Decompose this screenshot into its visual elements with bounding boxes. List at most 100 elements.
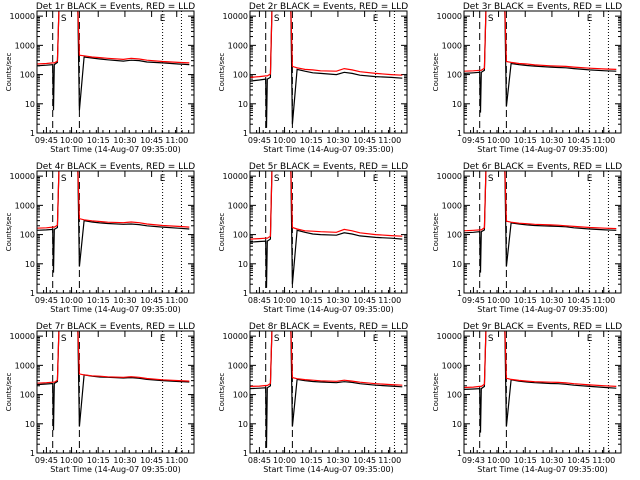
series-line-lld xyxy=(464,331,617,389)
y-axis-label: Counts/sec xyxy=(5,373,13,412)
y-tick-label: 1000 xyxy=(228,361,248,370)
series-group xyxy=(37,171,190,273)
x-tick-label: 10:30 xyxy=(540,296,563,305)
series-line-events xyxy=(250,11,403,128)
series-line-lld xyxy=(37,11,190,65)
y-tick-label: 10000 xyxy=(223,332,248,341)
x-tick-label: 10:00 xyxy=(487,296,510,305)
y-tick-label: 10 xyxy=(238,420,248,429)
panel-det-3: Det 3r BLACK = Events, RED = LLD 1 10 100 10… xyxy=(432,2,622,154)
series-line-events xyxy=(37,331,190,431)
y-axis-label: Counts/sec xyxy=(5,53,13,92)
y-axis-label: Counts/sec xyxy=(218,53,226,92)
x-tick-label: 10:00 xyxy=(273,456,296,465)
y-axis-label: Counts/sec xyxy=(432,213,440,252)
series-line-events xyxy=(464,171,617,273)
x-tick-label: 11:00 xyxy=(592,136,615,145)
y-axis-label: Counts/sec xyxy=(432,373,440,412)
series-line-lld xyxy=(464,171,617,232)
marker-s: S xyxy=(61,174,67,184)
x-tick-label: 10:15 xyxy=(514,136,537,145)
x-tick-label: 10:00 xyxy=(60,136,83,145)
series-group xyxy=(37,11,190,111)
x-tick-label: 10:30 xyxy=(326,456,349,465)
x-tick-label: 10:30 xyxy=(113,136,136,145)
x-tick-label: 10:30 xyxy=(326,136,349,145)
y-tick-label: 1000 xyxy=(442,41,462,50)
y-tick-label: 100 xyxy=(233,231,248,240)
y-tick-label: 1 xyxy=(457,289,462,298)
marker-e: E xyxy=(373,334,379,344)
y-tick-label: 1000 xyxy=(15,361,35,370)
series-group xyxy=(464,11,617,113)
x-tick-label: 10:00 xyxy=(273,296,296,305)
y-tick-label: 10 xyxy=(238,100,248,109)
x-tick-label: 09:45 xyxy=(35,296,58,305)
x-tick-label: 10:30 xyxy=(326,296,349,305)
plot-frame xyxy=(463,10,622,134)
x-tick-label: 10:30 xyxy=(540,456,563,465)
x-tick-label: 11:00 xyxy=(592,456,615,465)
plot-frame xyxy=(36,330,195,454)
x-tick-label: 09:43 xyxy=(462,456,485,465)
series-group xyxy=(250,11,403,128)
series-line-events xyxy=(464,11,617,113)
y-tick-label: 100 xyxy=(447,231,462,240)
y-tick-label: 1 xyxy=(243,129,248,138)
series-line-events xyxy=(37,11,190,111)
y-tick-label: 10000 xyxy=(223,12,248,21)
chart-title: Det 3r BLACK = Events, RED = LLD xyxy=(463,2,622,12)
x-axis-label: Start Time (14-Aug-07 09:35:00) xyxy=(263,305,394,314)
x-axis-label: Start Time (14-Aug-07 09:35:00) xyxy=(50,305,181,314)
series-line-events xyxy=(464,331,617,433)
y-axis-label: Counts/sec xyxy=(218,213,226,252)
x-tick-label: 11:00 xyxy=(165,136,188,145)
chart-title: Det 9r BLACK = Events, RED = LLD xyxy=(463,322,622,332)
panel-det-7: Det 7r BLACK = Events, RED = LLD 1 10 100 10… xyxy=(5,322,195,474)
y-tick-label: 100 xyxy=(447,391,462,400)
x-axis-label: Start Time (14-Aug-07 09:35:00) xyxy=(477,145,608,154)
x-tick-label: 10:45 xyxy=(353,136,376,145)
x-tick-label: 10:15 xyxy=(87,456,110,465)
x-tick-label: 09:45 xyxy=(35,136,58,145)
y-axis-label: Counts/sec xyxy=(432,53,440,92)
series-line-lld xyxy=(37,331,190,384)
panel-det-8: Det 8r BLACK = Events, RED = LLD 1 10 100 10… xyxy=(218,322,408,474)
series-group xyxy=(37,331,190,431)
y-tick-label: 1000 xyxy=(228,41,248,50)
y-tick-label: 1000 xyxy=(442,361,462,370)
y-tick-label: 10 xyxy=(452,100,462,109)
x-tick-label: 10:30 xyxy=(540,136,563,145)
y-tick-label: 10 xyxy=(452,420,462,429)
y-tick-label: 100 xyxy=(20,71,35,80)
marker-e: E xyxy=(160,174,166,184)
plot-frame xyxy=(249,330,408,454)
plot-frame xyxy=(36,170,195,294)
x-tick-label: 10:15 xyxy=(87,136,110,145)
y-tick-label: 1 xyxy=(457,129,462,138)
marker-e: E xyxy=(587,174,593,184)
marker-e: E xyxy=(373,174,379,184)
chart-title: Det 8r BLACK = Events, RED = LLD xyxy=(249,322,408,332)
y-tick-label: 1000 xyxy=(15,201,35,210)
panel-det-6: Det 6r BLACK = Events, RED = LLD 1 10 100 10… xyxy=(432,162,622,314)
x-tick-label: 11:00 xyxy=(165,296,188,305)
marker-e: E xyxy=(160,334,166,344)
y-tick-label: 100 xyxy=(447,71,462,80)
chart-title: Det 2r BLACK = Events, RED = LLD xyxy=(249,2,408,12)
panel-det-4: Det 4r BLACK = Events, RED = LLD 1 10 100 10… xyxy=(5,162,195,314)
y-tick-label: 100 xyxy=(20,231,35,240)
y-tick-label: 1 xyxy=(243,289,248,298)
x-tick-label: 10:00 xyxy=(273,136,296,145)
x-tick-label: 10:45 xyxy=(353,456,376,465)
y-tick-label: 100 xyxy=(20,391,35,400)
series-group xyxy=(250,331,403,448)
plot-frame xyxy=(463,330,622,454)
marker-s: S xyxy=(274,334,280,344)
x-tick-label: 11:00 xyxy=(378,296,401,305)
x-axis-label: Start Time (14-Aug-07 09:35:00) xyxy=(50,145,181,154)
y-tick-label: 1000 xyxy=(15,41,35,50)
series-group xyxy=(464,331,617,433)
